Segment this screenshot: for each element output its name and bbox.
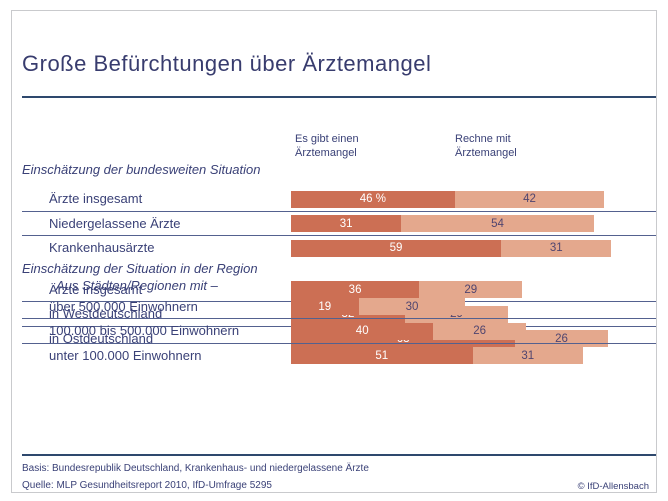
footer-basis: Basis: Bundesrepublik Deutschland, Krank…: [22, 463, 369, 474]
legend-label-es-gibt-einen-aerztemangel: Es gibt einen Ärztemangel: [295, 133, 359, 159]
section-header: Einschätzung der bundesweiten Situation: [22, 162, 261, 177]
stacked-bar: 59 31: [291, 239, 647, 257]
bar-value-label: 36: [348, 283, 362, 296]
footer-divider: [22, 454, 656, 456]
bar-value-label: 29: [464, 283, 478, 296]
bar-segment-rechne-mit: 31: [501, 239, 612, 257]
bar-segment-rechne-mit: 30: [358, 298, 466, 316]
chart-group: Einschätzung der bundesweiten Situation Ä…: [12, 162, 656, 261]
stacked-bar: 51 31: [291, 347, 647, 365]
row-label: Krankenhausärzte: [49, 240, 155, 256]
bar-segment-rechne-mit: 42: [454, 190, 605, 208]
chart-row: Ärzte insgesamt 46 % 42: [22, 187, 656, 212]
bar-segment-es-gibt-einen: 51: [291, 347, 473, 365]
legend-label-rechne-mit-aerztemangel: Rechne mit Ärztemangel: [455, 133, 517, 159]
chart-row: über 500.000 Einwohnern 19 30: [22, 295, 656, 320]
stacked-bar: 46 % 42: [291, 190, 647, 208]
row-label: Ärzte insgesamt: [49, 191, 143, 206]
row-label: Ärzte insgesamt: [49, 281, 143, 297]
title-divider: [22, 96, 656, 98]
bar-segment-es-gibt-einen: 46 %: [291, 190, 455, 208]
bar-value-label: 31: [339, 217, 353, 230]
section-header: Aus Städten/Regionen mit –: [56, 277, 218, 293]
bar-value-label: 19: [318, 300, 332, 313]
row-label: über 500.000 Einwohnern: [49, 298, 198, 314]
chart-group: Aus Städten/Regionen mit – über 500.000 E…: [12, 277, 656, 365]
bar-segment-rechne-mit: 29: [419, 281, 523, 299]
bar-value-label: 42: [523, 193, 536, 205]
chart-row: Niedergelassene Ärzte 31 54: [22, 212, 656, 237]
stacked-bar: 31 54: [291, 215, 647, 233]
bar-value-label: 40: [355, 325, 369, 338]
chart-group: Einschätzung der Situation in der Region…: [12, 260, 656, 348]
bar-value-label: 59: [389, 242, 403, 255]
stacked-bar: 36 29: [291, 281, 647, 299]
bar-segment-rechne-mit: 54: [401, 215, 594, 233]
row-label: in Westdeutschland: [49, 306, 163, 322]
bar-value-label: 31: [521, 349, 535, 362]
bar-segment-es-gibt-einen: 36: [291, 281, 420, 299]
chart-row: 100.000 bis 500.000 Einwohnern 40 26: [22, 319, 656, 344]
bar-segment-es-gibt-einen: 59: [291, 239, 502, 257]
bar-value-label: 30: [405, 300, 419, 313]
bar-segment-es-gibt-einen: 31: [291, 215, 402, 233]
bar-segment-es-gibt-einen: 40: [291, 322, 434, 340]
bar-value-label: 26: [555, 332, 568, 345]
chart-row: unter 100.000 Einwohnern 51 31: [22, 344, 656, 369]
bar-value-label: 51: [375, 349, 389, 362]
stacked-bar: 40 26: [291, 322, 647, 340]
bar-segment-es-gibt-einen: 19: [291, 298, 359, 316]
bar-value-label: 31: [549, 242, 563, 255]
section-header: Einschätzung der Situation in der Region: [22, 260, 258, 276]
row-label: 100.000 bis 500.000 Einwohnern: [49, 323, 240, 339]
row-label: in Ostdeutschland: [49, 330, 154, 346]
bar-value-label: 54: [491, 217, 504, 230]
bar-value-label: 26: [473, 325, 487, 338]
row-label: Niedergelassene Ärzte: [49, 215, 181, 231]
legend: Es gibt einen Ärztemangel Rechne mit Ärz…: [12, 133, 656, 165]
footer-copyright: © IfD-Allensbach: [577, 481, 649, 492]
bar-segment-rechne-mit: 31: [472, 347, 583, 365]
stacked-bar-chart: Einschätzung der bundesweiten Situation Ä…: [12, 162, 656, 365]
chart-row: Krankenhausärzte 59 31: [22, 236, 656, 261]
stacked-bar: 19 30: [291, 298, 647, 316]
bar-value-label: 46 %: [359, 193, 386, 205]
slide-frame: Große Befürchtungen über Ärztemangel Es …: [11, 10, 657, 493]
bar-segment-rechne-mit: 26: [433, 322, 526, 340]
footer-quelle: Quelle: MLP Gesundheitsreport 2010, IfD-…: [22, 480, 272, 491]
row-label: unter 100.000 Einwohnern: [49, 347, 202, 363]
chart-title: Große Befürchtungen über Ärztemangel: [22, 51, 432, 76]
